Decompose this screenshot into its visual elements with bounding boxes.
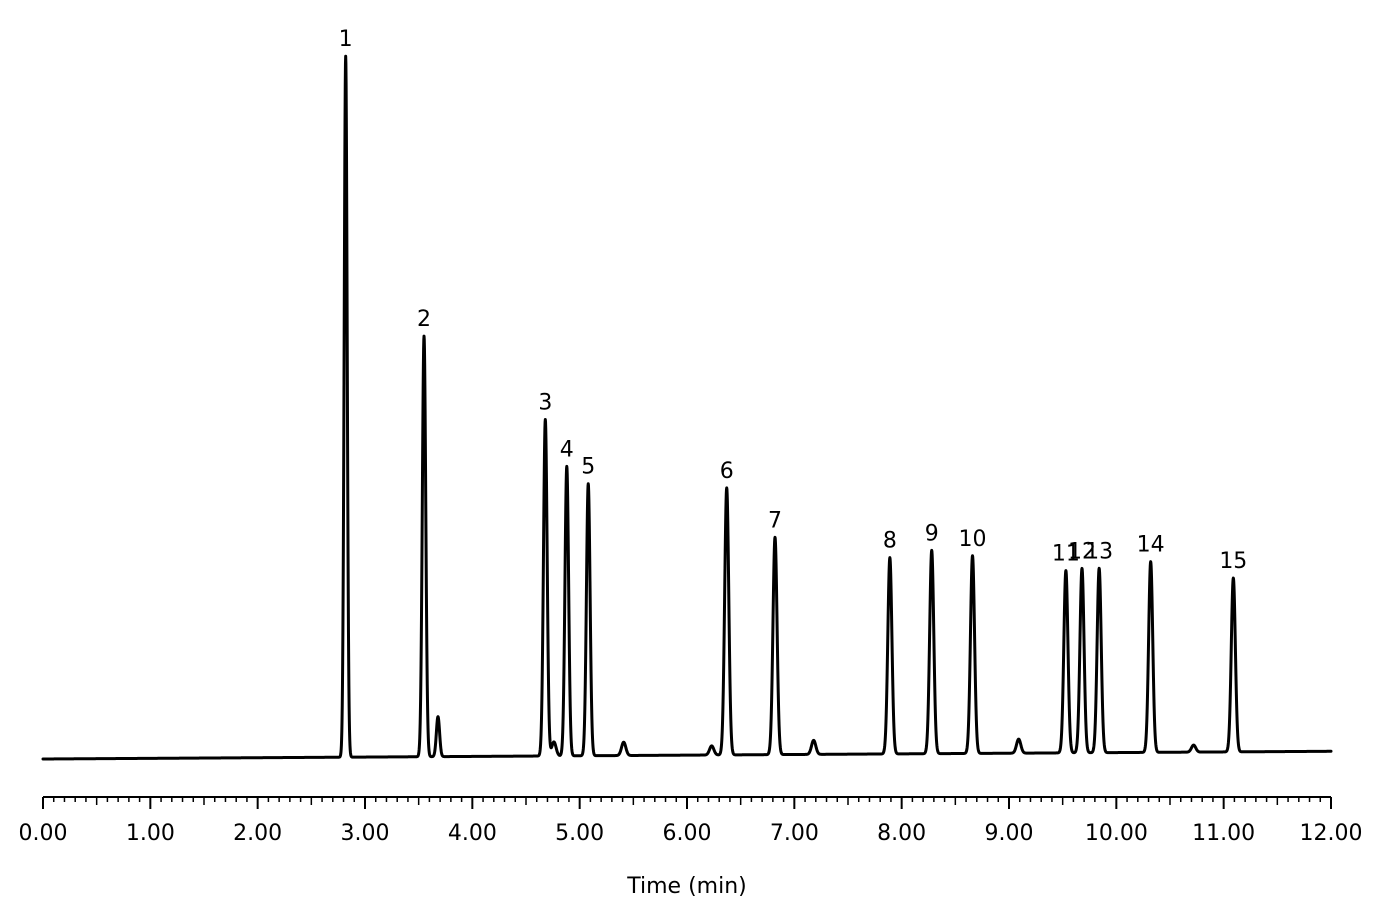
peak-label-7: 7	[768, 508, 782, 533]
peak-label-10: 10	[959, 527, 987, 552]
x-tick-label: 2.00	[233, 821, 282, 846]
x-tick-label: 7.00	[770, 821, 819, 846]
x-tick-label: 0.00	[19, 821, 68, 846]
peak-label-9: 9	[925, 521, 939, 546]
x-tick-label: 8.00	[877, 821, 926, 846]
x-axis: 0.00 1.00 2.00 3.00 4.00 5.00 6.00 7.00 8.00 9.00…	[19, 796, 1363, 846]
x-tick-label: 1.00	[126, 821, 175, 846]
peak-label-15: 15	[1219, 549, 1247, 574]
x-tick-label: 4.00	[448, 821, 497, 846]
peak-label-1: 1	[339, 27, 353, 52]
chromatogram-trace	[41, 54, 1333, 761]
x-tick-label: 12.00	[1300, 821, 1363, 846]
x-axis-title: Time (min)	[626, 874, 747, 899]
chromatogram-trace-layer	[41, 54, 1333, 761]
x-tick-label: 5.00	[555, 821, 604, 846]
peak-label-2: 2	[417, 307, 431, 332]
x-tick-label: 10.00	[1085, 821, 1148, 846]
peak-label-8: 8	[883, 529, 897, 554]
peak-label-4: 4	[560, 437, 574, 462]
peak-label-12: 12	[1068, 539, 1096, 564]
peak-label-13: 13	[1085, 539, 1113, 564]
peak-label-6: 6	[720, 459, 734, 484]
x-tick-label: 11.00	[1192, 821, 1255, 846]
peak-label-5: 5	[581, 455, 595, 480]
peak-label-11: 11	[1052, 542, 1080, 567]
peak-label-3: 3	[538, 391, 552, 416]
x-tick-label: 6.00	[663, 821, 712, 846]
x-tick-label: 9.00	[985, 821, 1034, 846]
peak-label-14: 14	[1137, 533, 1165, 558]
x-tick-label: 3.00	[341, 821, 390, 846]
